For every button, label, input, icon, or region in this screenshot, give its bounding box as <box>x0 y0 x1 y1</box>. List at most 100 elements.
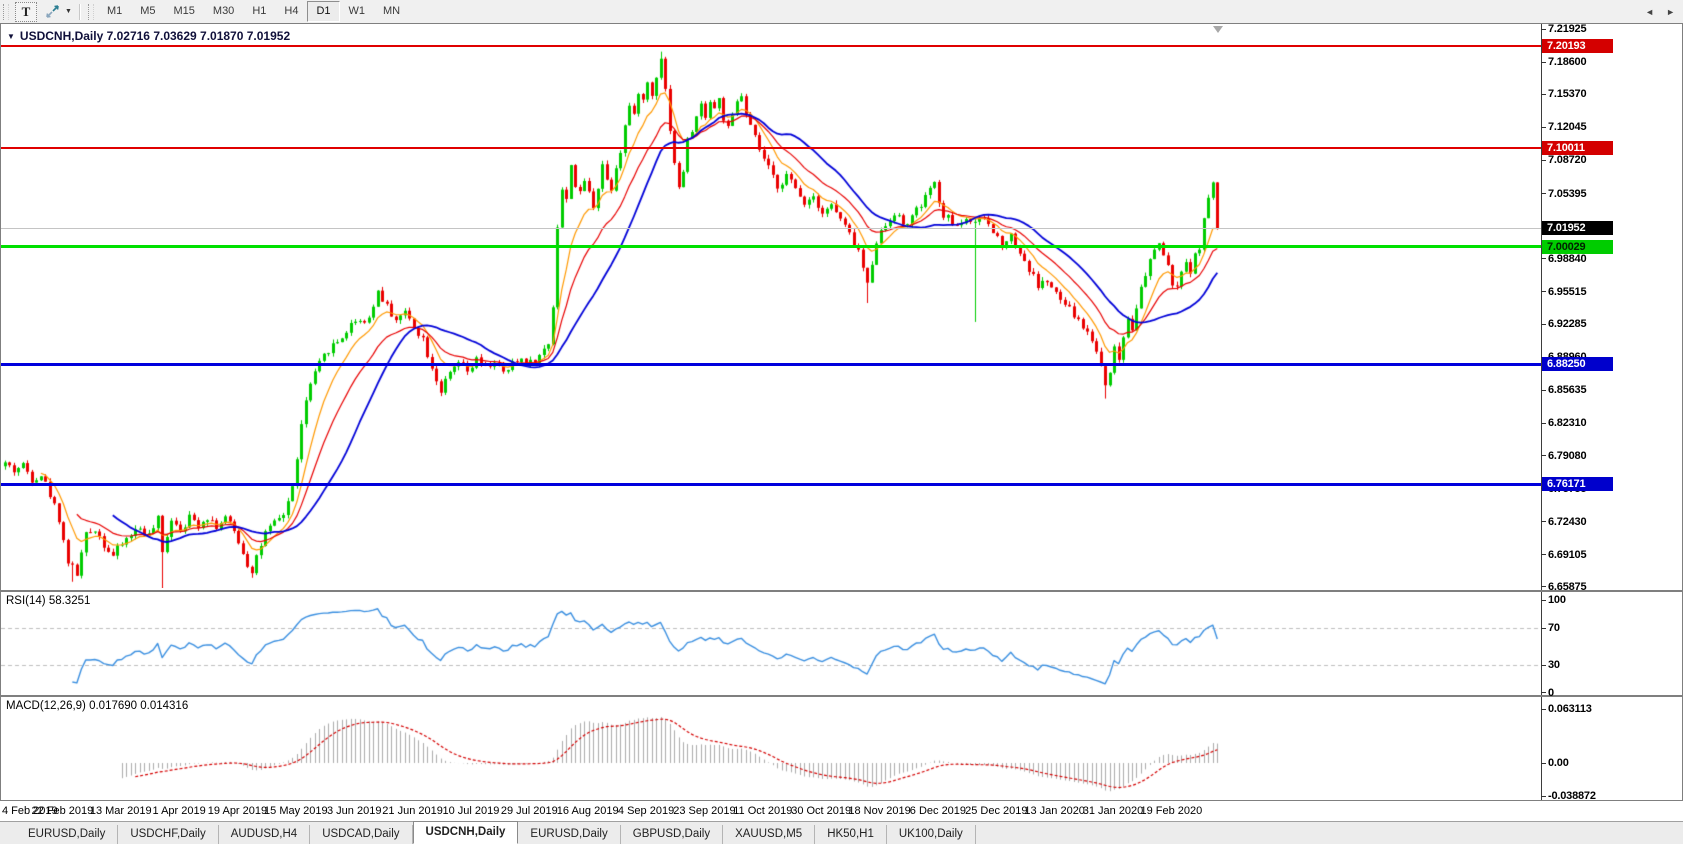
timeframe-m5-button[interactable]: M5 <box>140 5 156 17</box>
tick-dash-icon <box>1541 521 1546 523</box>
price-axis-tick: 7.08720 <box>1541 153 1587 167</box>
price-axis-tick: 7.18600 <box>1541 55 1587 69</box>
chart-shift-marker-icon[interactable] <box>1213 26 1223 33</box>
rsi-label: RSI(14) 58.3251 <box>6 595 91 607</box>
symbol-dropdown-icon[interactable]: ▼ <box>7 31 15 41</box>
main-chart-canvas[interactable] <box>1 24 1541 588</box>
date-axis-label: 13 Jan 2020 <box>1024 805 1085 817</box>
rsi-axis-tick-label: 100 <box>1548 594 1566 607</box>
price-axis-tick-label: 7.21925 <box>1548 23 1587 35</box>
timeframe-mn-button[interactable]: MN <box>383 5 401 17</box>
date-axis-label: 18 Nov 2019 <box>848 805 911 817</box>
tab-uk100-daily[interactable]: UK100,Daily <box>887 825 976 844</box>
price-axis-tick: 6.98840 <box>1541 252 1587 266</box>
macd-canvas[interactable] <box>1 697 1541 798</box>
price-level-line[interactable] <box>1 362 1541 366</box>
date-axis-label: 16 Aug 2019 <box>556 805 619 817</box>
macd-axis-tick-label: 0.00 <box>1548 757 1569 769</box>
macd-axis-tick: -0.038872 <box>1541 789 1596 803</box>
date-axis[interactable]: 4 Feb 2019 22 Feb 2019 13 Mar 2019 1 Apr 20… <box>0 801 1681 821</box>
tick-dash-icon <box>1541 126 1546 128</box>
tick-dash-icon <box>1541 61 1546 63</box>
price-axis-tick-label: 7.08720 <box>1548 154 1587 167</box>
rsi-canvas[interactable] <box>1 592 1541 693</box>
chart-tab-bar: EURUSD,Daily USDCHF,Daily AUDUSD,H4 USDCAD,… <box>0 821 1683 844</box>
price-level-line[interactable] <box>1 245 1541 249</box>
date-axis-label: 15 May 2019 <box>264 805 328 817</box>
arrows-tool-button[interactable] <box>40 2 64 22</box>
date-axis-label: 30 Oct 2019 <box>791 805 852 817</box>
tab-usdcad-daily[interactable]: USDCAD,Daily <box>310 825 413 844</box>
price-axis-tick-label: 6.69105 <box>1548 548 1587 561</box>
tab-scroll-left-button[interactable]: ◄ <box>1645 7 1655 17</box>
tab-audusd-h4[interactable]: AUDUSD,H4 <box>219 825 311 844</box>
timeframe-d1-button[interactable]: D1 <box>307 1 340 22</box>
date-axis-label: 25 Dec 2019 <box>965 805 1028 817</box>
price-axis-tick: 7.12045 <box>1541 120 1587 134</box>
timeframe-m15-button[interactable]: M15 <box>173 5 195 17</box>
tick-dash-icon <box>1541 356 1546 358</box>
price-axis-tick: 6.69105 <box>1541 548 1587 562</box>
macd-indicator-panel: MACD(12,26,9) 0.017690 0.014316 0.063113… <box>0 696 1683 803</box>
macd-axis-tick-label: 0.063113 <box>1548 703 1592 715</box>
timeframe-h1-button[interactable]: H1 <box>252 5 267 17</box>
tick-dash-icon <box>1541 599 1546 601</box>
toolbar-separator <box>78 3 81 20</box>
tab-xauusd-m5[interactable]: XAUUSD,M5 <box>723 825 816 844</box>
date-axis-label: 19 Apr 2019 <box>207 805 268 817</box>
tick-dash-icon <box>1541 795 1546 797</box>
tab-gbpusd-daily[interactable]: GBPUSD,Daily <box>621 825 724 844</box>
macd-axis-tick: 0.00 <box>1541 756 1569 770</box>
rsi-axis-line <box>1541 592 1542 695</box>
tick-dash-icon <box>1541 554 1546 556</box>
date-axis-label: 6 Dec 2019 <box>909 805 967 817</box>
price-axis-tick: 6.82310 <box>1541 416 1587 430</box>
timeframe-group-grip[interactable] <box>87 3 94 20</box>
date-axis-label: 29 Jul 2019 <box>500 805 558 817</box>
tab-eurusd-daily[interactable]: EURUSD,Daily <box>518 825 621 844</box>
tab-hk50-h1[interactable]: HK50,H1 <box>815 825 887 844</box>
tick-dash-icon <box>1541 28 1546 30</box>
date-axis-label: 31 Jan 2020 <box>1082 805 1144 817</box>
price-axis-tick-label: 6.72430 <box>1548 515 1587 528</box>
date-axis-label: 13 Mar 2019 <box>89 805 152 817</box>
rsi-axis-tick-label: 30 <box>1548 659 1560 671</box>
timeframe-m30-button[interactable]: M30 <box>212 5 235 17</box>
price-level-line[interactable] <box>1 45 1541 48</box>
rsi-axis-tick: 0 <box>1541 686 1554 700</box>
price-level-badge: 7.00029 <box>1542 239 1613 254</box>
price-level-line[interactable] <box>1 146 1541 149</box>
tab-scroll-right-button[interactable]: ► <box>1666 7 1675 17</box>
price-axis-tick: 6.79080 <box>1541 449 1587 463</box>
tick-dash-icon <box>1541 389 1546 391</box>
date-axis-label: 23 Sep 2019 <box>673 805 736 817</box>
tick-dash-icon <box>1541 664 1546 666</box>
price-level-badge: 6.88250 <box>1542 357 1613 372</box>
tab-eurusd-daily[interactable]: EURUSD,Daily <box>16 825 119 844</box>
tab-usdcnh-daily[interactable]: USDCNH,Daily <box>412 821 519 844</box>
price-axis-tick-label: 6.92285 <box>1548 318 1587 331</box>
tab-usdchf-daily[interactable]: USDCHF,Daily <box>118 825 219 844</box>
price-axis-tick: 6.85635 <box>1541 383 1587 397</box>
tool-dropdown-caret-icon[interactable]: ▼ <box>65 8 72 15</box>
rsi-indicator-panel: RSI(14) 58.3251 100 70 30 0 <box>0 591 1683 699</box>
price-level-line[interactable] <box>1 482 1541 486</box>
macd-label: MACD(12,26,9) 0.017690 0.014316 <box>6 700 189 712</box>
price-axis-tick-label: 6.85635 <box>1548 384 1587 397</box>
timeframe-w1-button[interactable]: W1 <box>348 5 366 17</box>
text-label-tool-button[interactable]: T <box>15 1 37 22</box>
price-axis-tick-label: 7.15370 <box>1548 88 1587 101</box>
date-axis-label: 10 Jul 2019 <box>442 805 500 817</box>
toolbar-grip[interactable] <box>3 3 9 20</box>
timeframe-h4-button[interactable]: H4 <box>284 5 299 17</box>
timeframe-m1-button[interactable]: M1 <box>106 5 123 17</box>
price-level-badge: 7.10011 <box>1542 140 1613 155</box>
macd-axis-line <box>1541 697 1542 800</box>
price-axis-tick-label: 7.18600 <box>1548 56 1587 69</box>
tick-dash-icon <box>1541 93 1546 95</box>
price-axis-tick: 6.72430 <box>1541 515 1587 529</box>
rsi-axis-tick: 30 <box>1541 658 1560 672</box>
price-axis-tick-label: 6.95515 <box>1548 285 1587 298</box>
tick-dash-icon <box>1541 586 1546 588</box>
price-axis-tick: 7.15370 <box>1541 87 1587 101</box>
